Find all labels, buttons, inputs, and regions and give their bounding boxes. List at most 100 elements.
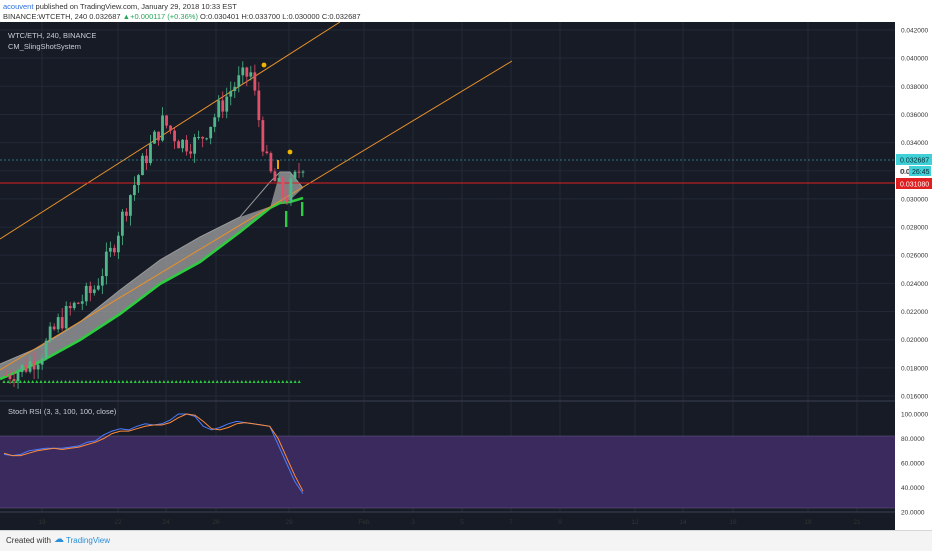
time-tick-label: 19 <box>38 519 46 526</box>
time-tick-label: 24 <box>162 519 170 526</box>
rsi-axis: 100.0000 80.0000 60.0000 40.0000 20.0000 <box>901 412 928 517</box>
price-tick-label: 0.018000 <box>901 365 928 372</box>
signal-triangle <box>18 380 22 383</box>
signal-triangle <box>146 380 149 383</box>
candle-body <box>20 364 24 373</box>
price-tag-short: 0.0 <box>900 169 910 176</box>
signal-triangle <box>47 380 51 383</box>
candle-body <box>277 177 281 182</box>
signal-triangle <box>264 380 268 383</box>
candle-body <box>197 136 201 138</box>
tradingview-cloud-icon: ☁ <box>54 534 64 545</box>
signal-triangle <box>113 380 117 383</box>
candle-body <box>68 305 72 309</box>
candle-body <box>48 326 52 341</box>
candle-body <box>169 125 172 131</box>
signal-triangle <box>223 380 227 383</box>
signal-triangle <box>31 380 35 383</box>
candle-body <box>149 143 152 164</box>
signal-triangle <box>269 380 272 383</box>
signal-triangle <box>228 380 231 383</box>
time-tick-label: 26 <box>212 519 220 526</box>
price-tick-label: 0.016000 <box>901 394 928 401</box>
last-price-tag-text: 0.032687 <box>900 158 929 165</box>
signal-triangle <box>39 380 43 383</box>
candle-body <box>257 90 261 121</box>
candle-body <box>205 138 209 140</box>
candle-body <box>24 364 28 372</box>
candle-body <box>233 86 237 92</box>
price-axis[interactable]: 0.042000 0.040000 0.038000 0.036000 0.034000… <box>901 28 928 401</box>
candle-body <box>225 96 229 112</box>
time-tick-label: 7 <box>509 519 513 526</box>
signal-triangle <box>252 380 256 383</box>
signal-triangle <box>191 380 195 383</box>
rsi-line-d <box>3 413 304 492</box>
candle-body <box>229 91 233 97</box>
green-signal-bar <box>285 211 288 227</box>
published-text: published on TradingView.com, January 29… <box>35 2 237 11</box>
rsi-tick-label: 20.0000 <box>901 510 925 517</box>
signal-triangle <box>27 380 31 383</box>
time-tick-label: 5 <box>460 519 464 526</box>
rsi-label[interactable]: Stoch RSI (3, 3, 100, 100, close) <box>8 407 117 416</box>
signal-triangle <box>199 380 203 383</box>
signal-triangle <box>174 380 178 383</box>
time-axis[interactable]: 19 22 24 26 29 Feb 3 5 7 9 12 14 16 19 21 <box>38 519 861 526</box>
candle-body <box>173 130 176 142</box>
candle-body <box>36 364 40 370</box>
rsi-tick-label: 60.0000 <box>901 461 925 468</box>
signal-triangle <box>51 380 55 383</box>
price-change: +0.000117 (+0.36%) <box>130 12 198 21</box>
candle-body <box>100 276 104 286</box>
signal-triangle <box>10 380 14 383</box>
candle-body <box>193 137 197 154</box>
candle-body <box>153 131 156 144</box>
candle-body <box>157 131 160 141</box>
tradingview-brand[interactable]: TradingView <box>66 536 111 545</box>
price-tick-label: 0.024000 <box>901 281 928 288</box>
candle-body <box>80 301 84 304</box>
candle-body <box>265 151 269 154</box>
candle-body <box>133 185 136 196</box>
candle-body <box>52 326 56 330</box>
candle-body <box>28 361 32 372</box>
candle-body <box>245 67 249 77</box>
candle-body <box>165 115 168 126</box>
candle-body <box>84 285 88 302</box>
price-axis-background <box>895 22 932 530</box>
grid <box>0 22 895 512</box>
signal-triangle <box>141 380 145 383</box>
symbol: BINANCE:WTCETH, 240 <box>3 12 88 21</box>
signal-triangle <box>64 380 67 383</box>
publish-line: acouvent published on TradingView.com, J… <box>3 2 237 11</box>
time-tick-label: 12 <box>631 519 639 526</box>
candle-body <box>217 100 221 118</box>
candle-body <box>92 289 96 293</box>
signal-triangle <box>133 380 137 383</box>
signal-triangle <box>240 380 244 383</box>
chart-title: WTC/ETH, 240, BINANCE <box>8 31 96 40</box>
indicator-label[interactable]: CM_SlingShotSystem <box>8 42 81 51</box>
candle-body <box>40 358 44 365</box>
candle-body <box>301 171 305 173</box>
ohlc-values: O:0.030401 H:0.033700 L:0.030000 C:0.032… <box>200 12 361 21</box>
candle-body <box>213 117 217 127</box>
author-link[interactable]: acouvent <box>3 2 34 11</box>
signal-triangle <box>137 380 141 383</box>
signal-triangle <box>236 380 240 383</box>
signal-triangle <box>289 380 293 383</box>
signal-triangle <box>92 380 96 383</box>
rsi-band <box>0 436 895 508</box>
chart-canvas[interactable]: WTC/ETH, 240, BINANCE CM_SlingShotSystem… <box>0 22 932 530</box>
candle-body <box>12 379 16 382</box>
signal-triangle <box>109 380 113 383</box>
candle-body <box>249 72 253 77</box>
candle-body <box>125 211 128 216</box>
candle-body <box>241 67 245 76</box>
signal-triangle <box>35 380 39 383</box>
price-tick-label: 0.040000 <box>901 56 928 63</box>
signal-triangle <box>162 380 166 383</box>
price-tick-label: 0.028000 <box>901 225 928 232</box>
signal-triangle <box>248 380 252 383</box>
